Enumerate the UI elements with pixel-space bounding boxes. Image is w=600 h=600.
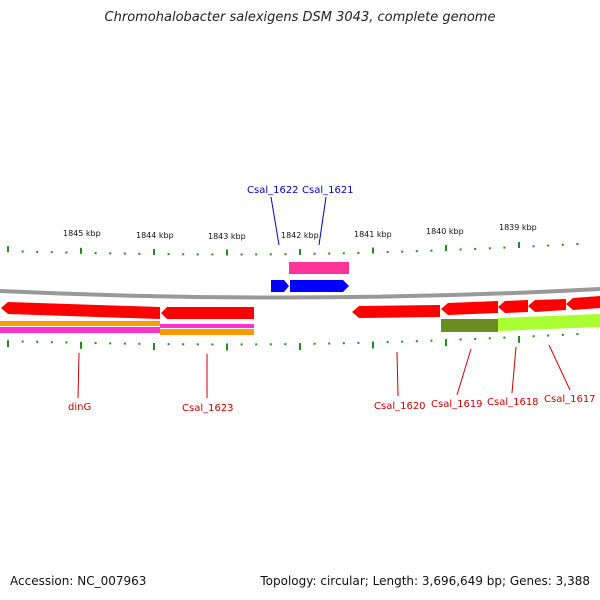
gene-arrow-csal-1623[interactable] [161,307,254,319]
orange-feature-bar [0,321,160,326]
leader-csal-1622 [270,196,280,246]
gene-arrow-ding[interactable] [1,302,160,319]
gene-label-csal-1617[interactable]: Csal_1617 [544,394,596,405]
gene-label-csal-1620[interactable]: Csal_1620 [374,401,426,412]
olive-feature-bar [441,319,498,332]
tick-row-top [7,241,579,256]
leader-csal-1618 [511,346,517,394]
leader-csal-1621 [318,196,327,246]
gene-arrow-csal-1622[interactable] [271,280,289,292]
gene-label-csal-1622[interactable]: Csal_1622 [247,185,299,196]
gene-label-csal-1621[interactable]: Csal_1621 [302,185,354,196]
magenta-feature-bar-2 [160,324,254,328]
map-title: Chromohalobacter salexigens DSM 3043, co… [104,10,496,25]
tick-label: 1844 kbp [136,231,174,240]
topology-text: Topology: circular; Length: 3,696,649 bp… [260,574,590,588]
tick-labels: 1845 kbp 1844 kbp 1843 kbp 1842 kbp 1841 kbp… [63,223,537,241]
gene-label-csal-1623[interactable]: Csal_1623 [182,403,234,414]
gene-label-ding[interactable]: dinG [68,402,91,413]
orange-feature-bar-2 [160,329,254,335]
gene-arrow-csal-1619[interactable] [441,301,498,315]
gene-label-csal-1618[interactable]: Csal_1618 [487,397,539,408]
gene-label-csal-1619[interactable]: Csal_1619 [431,399,483,410]
magenta-feature-bar [0,327,160,333]
tick-label: 1841 kbp [354,230,392,239]
tick-label: 1842 kbp [281,231,319,240]
genome-backbone [0,287,600,300]
tick-label: 1845 kbp [63,229,101,238]
tick-label: 1840 kbp [426,227,464,236]
gene-arrow-csal-1618[interactable] [498,300,528,313]
leader-csal-1619 [456,348,472,396]
gene-arrow-csal-1617b[interactable] [566,296,600,310]
lime-feature-bar [498,314,600,331]
accession-text: Accession: NC_007963 [10,574,147,588]
tick-row-bottom [7,333,579,351]
tick-label: 1839 kbp [499,223,537,232]
pink-feature-bar [289,262,349,274]
leader-ding [77,352,80,399]
gene-arrow-csal-1621[interactable] [290,280,349,292]
gene-arrow-csal-1620[interactable] [352,305,440,318]
tick-label: 1843 kbp [208,232,246,241]
gene-arrow-csal-1617a[interactable] [528,299,566,312]
leader-csal-1617 [548,344,571,391]
leader-csal-1620 [396,351,399,397]
